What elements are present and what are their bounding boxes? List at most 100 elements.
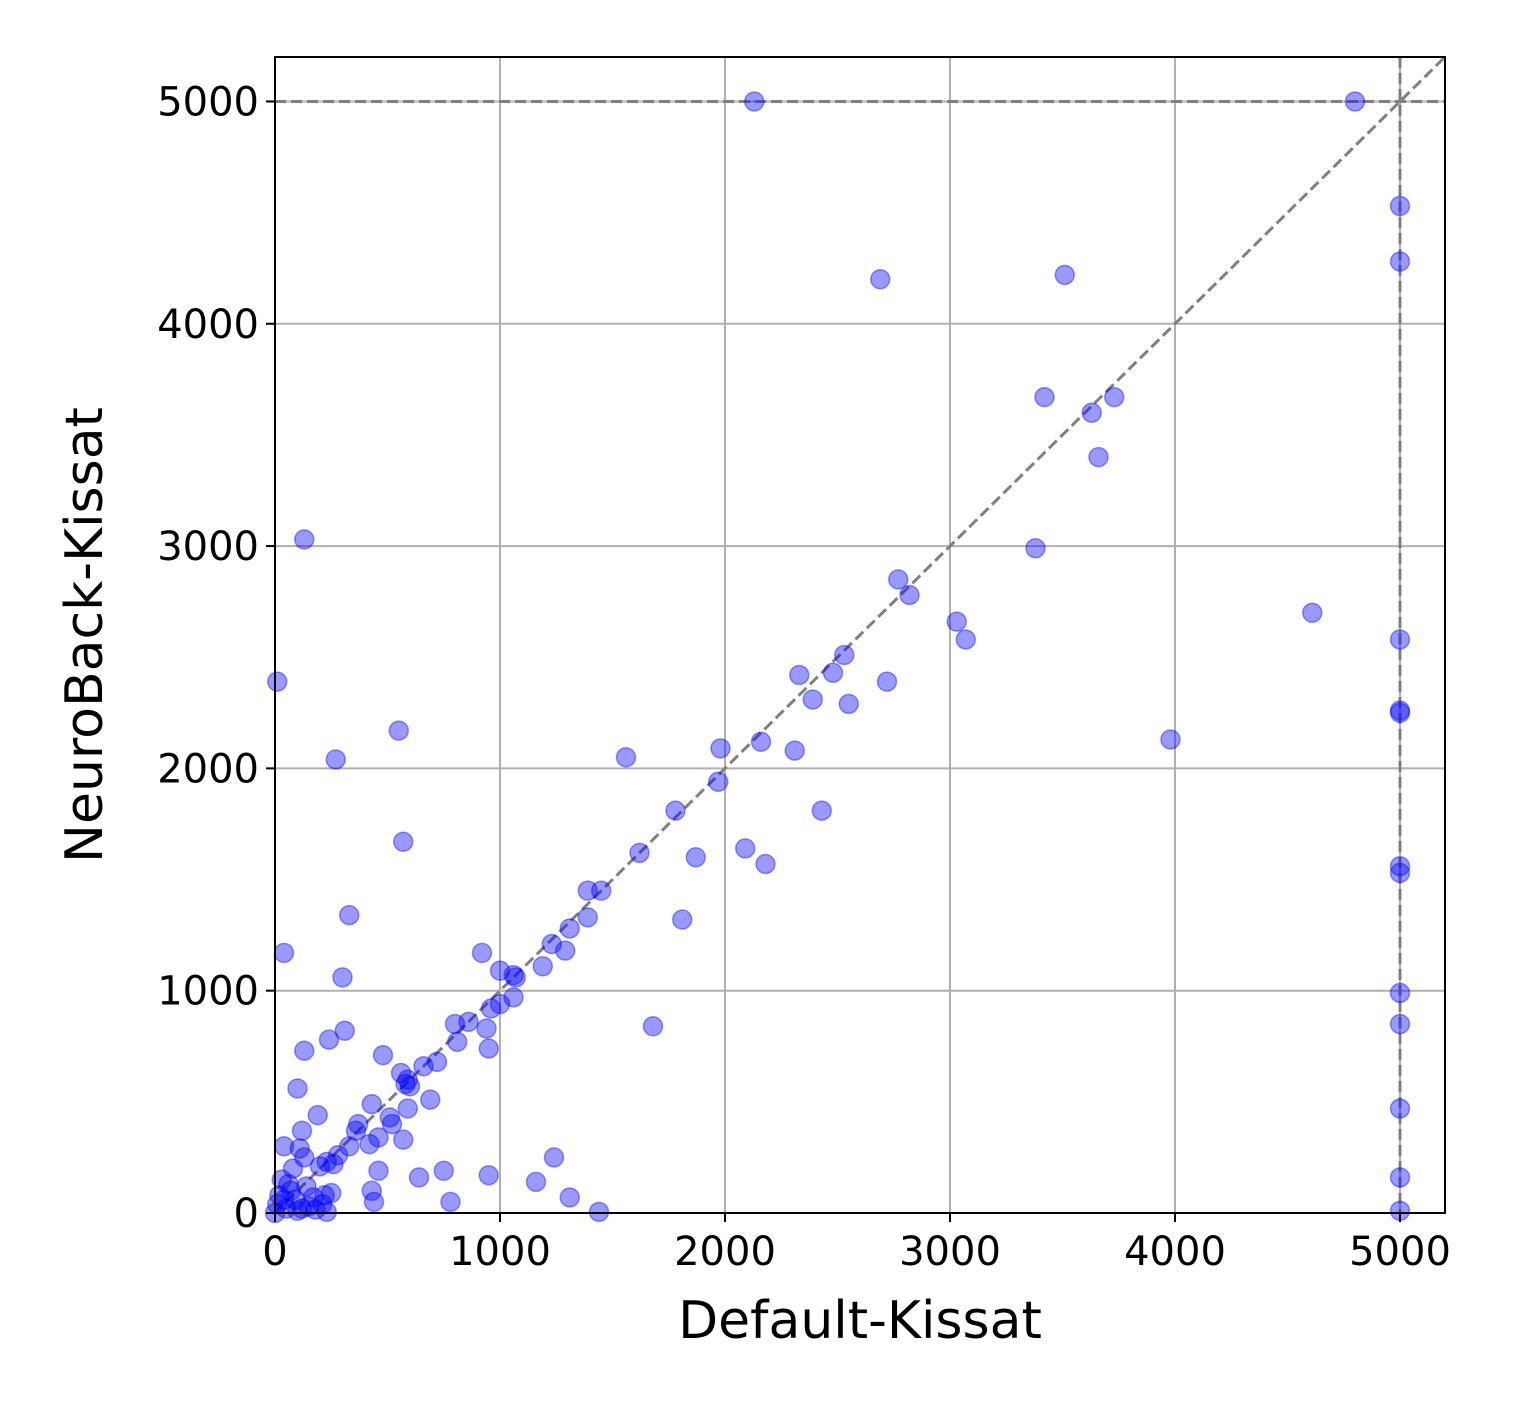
- data-point: [291, 1120, 313, 1141]
- data-point: [381, 1113, 403, 1135]
- data-point: [1389, 629, 1411, 650]
- data-point: [388, 720, 409, 741]
- data-point: [489, 993, 511, 1015]
- data-point: [505, 967, 526, 988]
- data-point: [735, 838, 756, 859]
- data-point: [532, 955, 553, 977]
- data-point: [359, 1133, 380, 1155]
- data-point: [665, 800, 686, 821]
- data-point: [440, 1191, 461, 1213]
- data-point: [287, 1200, 308, 1222]
- diagonal-reference-line: [273, 55, 1447, 1215]
- data-point: [1389, 1013, 1411, 1035]
- x-tick-label: 3000: [899, 1229, 1001, 1275]
- data-point: [361, 1180, 382, 1202]
- data-point: [1344, 91, 1366, 112]
- data-point: [348, 1113, 369, 1135]
- data-point: [870, 269, 891, 290]
- data-point: [710, 738, 731, 759]
- x-tick-label: 0: [262, 1229, 287, 1275]
- data-point: [789, 664, 810, 686]
- data-point: [325, 749, 346, 770]
- data-point: [543, 1147, 565, 1168]
- data-point: [1025, 538, 1046, 559]
- y-axis-ticks: 0 1000 2000 3000 4000 5000: [157, 79, 275, 1237]
- data-point: [822, 662, 844, 684]
- data-point: [408, 1167, 430, 1188]
- data-point: [361, 1093, 382, 1115]
- data-point: [368, 1160, 389, 1182]
- data-point: [541, 933, 562, 955]
- data-point: [708, 771, 729, 792]
- x-tick-label: 2000: [674, 1229, 776, 1275]
- data-point: [1034, 386, 1055, 408]
- data-point: [282, 1158, 304, 1179]
- data-point: [642, 1016, 664, 1037]
- data-point: [413, 1056, 434, 1077]
- data-point: [305, 1199, 326, 1220]
- data-point: [280, 1180, 301, 1202]
- x-tick-label: 1000: [449, 1229, 551, 1275]
- data-point: [332, 967, 353, 988]
- data-point: [946, 611, 967, 632]
- data-point: [1389, 251, 1411, 272]
- data-point: [334, 1020, 355, 1041]
- data-point: [372, 1044, 394, 1066]
- data-point: [559, 918, 580, 939]
- x-axis-ticks: 0 1000 2000 3000 4000 5000: [262, 1213, 1451, 1275]
- data-point: [323, 1153, 344, 1175]
- data-point: [577, 880, 598, 901]
- data-point: [811, 800, 832, 821]
- data-point: [1302, 602, 1323, 624]
- data-point: [629, 842, 650, 864]
- data-point: [420, 1089, 441, 1110]
- data-point: [1389, 862, 1411, 884]
- data-point: [395, 1073, 416, 1095]
- data-point: [672, 909, 693, 930]
- data-point: [399, 1076, 421, 1097]
- data-point: [476, 1018, 497, 1039]
- data-point: [294, 1147, 315, 1168]
- data-point: [339, 904, 360, 926]
- y-tick-label: 3000: [157, 524, 259, 570]
- y-tick-label: 1000: [157, 969, 259, 1015]
- data-point: [888, 569, 909, 590]
- data-point: [802, 689, 823, 710]
- data-point: [433, 1160, 454, 1182]
- data-point: [447, 1031, 468, 1053]
- y-tick-label: 2000: [157, 746, 259, 792]
- y-axis-title: NeuroBack-Kissat: [55, 407, 115, 863]
- data-point: [480, 998, 502, 1019]
- data-point: [345, 1120, 367, 1141]
- data-point: [1160, 729, 1181, 750]
- data-point: [1389, 855, 1411, 877]
- data-point: [379, 1107, 400, 1128]
- data-point: [478, 1164, 499, 1186]
- data-point: [285, 1189, 306, 1210]
- data-point: [393, 831, 414, 852]
- data-point: [685, 847, 706, 868]
- data-point: [1389, 195, 1411, 217]
- data-point: [1389, 700, 1411, 721]
- data-point: [591, 880, 612, 901]
- data-point: [426, 1051, 448, 1073]
- y-tick-label: 5000: [157, 79, 259, 125]
- data-point: [327, 1144, 349, 1166]
- data-point: [294, 529, 315, 550]
- data-point: [316, 1151, 337, 1173]
- data-point: [267, 671, 288, 692]
- data-point: [834, 644, 855, 666]
- data-point: [755, 853, 776, 875]
- data-point: [1389, 702, 1411, 724]
- data-point: [444, 1013, 466, 1035]
- data-point: [471, 942, 493, 964]
- data-point: [525, 1171, 547, 1193]
- data-point: [278, 1173, 299, 1195]
- data-point: [1104, 386, 1125, 408]
- data-point: [458, 1011, 479, 1033]
- data-point: [316, 1201, 337, 1223]
- data-point: [503, 987, 524, 1008]
- data-point: [577, 907, 598, 928]
- data-point: [559, 1187, 580, 1208]
